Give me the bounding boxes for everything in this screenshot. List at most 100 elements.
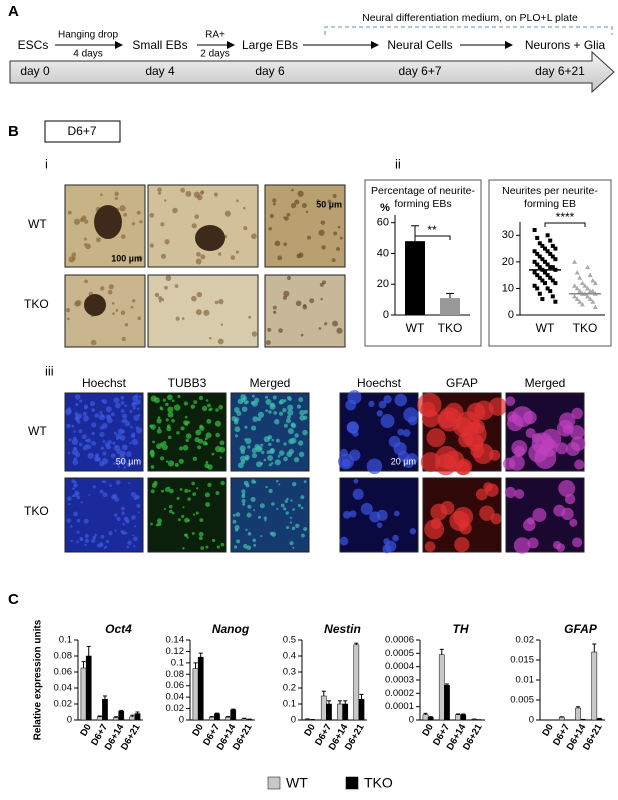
photo-detail: [84, 538, 90, 543]
photo-detail: [292, 546, 295, 549]
photo-detail: [196, 291, 203, 298]
point: [587, 296, 593, 302]
photo-detail: [77, 420, 81, 424]
photo-detail: [287, 409, 294, 416]
photo-detail: [100, 286, 105, 291]
photo-detail: [287, 415, 291, 420]
photo-detail: [250, 400, 255, 405]
photo-detail: [257, 417, 262, 422]
photo-detail: [123, 212, 128, 217]
bar: [438, 654, 445, 721]
point: [585, 285, 591, 291]
photo-detail: [525, 428, 536, 439]
photo-detail: [165, 275, 172, 282]
photo-detail: [177, 518, 181, 522]
photo-detail: [178, 458, 184, 464]
photo-detail: [184, 415, 188, 419]
point: [590, 288, 596, 294]
photo-detail: [74, 394, 81, 400]
photo-detail: [318, 229, 325, 236]
photo-detail: [205, 399, 209, 402]
photo-detail: [131, 222, 136, 226]
photo: [64, 392, 144, 472]
photo-detail: [115, 309, 119, 312]
error-bar: [81, 661, 86, 668]
photo-detail: [207, 464, 213, 470]
photo-detail: [156, 518, 162, 524]
step-label: 2 days: [200, 49, 229, 60]
day: day 0: [20, 64, 50, 78]
photo-detail: [572, 537, 583, 548]
photo-detail: [265, 409, 269, 412]
photo-detail: [74, 480, 77, 484]
photo-detail: [94, 533, 97, 537]
photo-detail: [72, 256, 76, 261]
photo-detail: [126, 462, 131, 467]
bar: [85, 655, 92, 721]
photo-detail: [191, 295, 197, 302]
photo-detail: [81, 434, 87, 440]
photo-detail: [303, 409, 308, 414]
point: [553, 246, 558, 251]
photo-detail: [107, 289, 113, 295]
photo-detail: [201, 405, 208, 412]
photo-detail: [483, 482, 493, 492]
photo-detail: [112, 441, 116, 445]
photo-detail: [80, 501, 83, 504]
photo-detail: [267, 434, 273, 440]
photo-detail: [73, 430, 76, 433]
photo-detail: [114, 191, 119, 197]
photo-detail: [509, 454, 525, 471]
photo-detail: [65, 308, 71, 313]
photo-detail: [195, 429, 202, 436]
photo-detail: [286, 497, 289, 501]
panel-label: B: [8, 123, 19, 140]
photo-detail: [165, 402, 169, 407]
photo-detail: [84, 543, 87, 547]
error-bar: [446, 292, 454, 299]
photo-detail: [230, 255, 236, 260]
point: [592, 304, 598, 310]
photo-detail: [246, 512, 252, 518]
photo-detail: [78, 442, 83, 447]
photo-detail: [196, 251, 201, 257]
photo-detail: [291, 526, 296, 531]
bar: [444, 685, 450, 721]
photo-detail: [154, 397, 160, 404]
point: [574, 269, 580, 275]
photo-detail: [120, 395, 125, 400]
photo-detail: [380, 413, 395, 429]
photo-detail: [378, 400, 387, 409]
photo-detail: [275, 479, 279, 483]
bar: [102, 698, 108, 721]
photo-detail: [84, 279, 88, 284]
photo-detail: [99, 489, 104, 494]
error-bar: [198, 652, 203, 658]
photo-detail: [251, 233, 257, 240]
photo-detail: [167, 435, 172, 440]
photo-detail: [260, 443, 264, 447]
photo-detail: [110, 412, 115, 417]
photo-detail: [283, 442, 287, 446]
error-bar: [354, 642, 359, 645]
photo-detail: [298, 451, 305, 458]
photo-detail: [113, 444, 120, 452]
photo-detail: [125, 519, 130, 524]
photo-detail: [96, 237, 102, 243]
y-tick-label: 0: [67, 715, 72, 726]
photo-detail: [360, 502, 373, 515]
stage: Large EBs: [242, 38, 298, 52]
photo-detail: [122, 532, 125, 536]
photo-detail: [286, 212, 291, 217]
photo-detail: [76, 518, 81, 523]
bar: [96, 716, 103, 721]
photo-detail: [283, 507, 287, 511]
photo-detail: [161, 489, 164, 493]
point: [572, 259, 578, 264]
photo-detail: [113, 431, 117, 435]
photo-detail: [279, 398, 285, 405]
photo-detail: [91, 431, 95, 436]
photo-detail: [215, 432, 220, 438]
photo-detail: [511, 406, 533, 428]
photo-detail: [136, 503, 141, 509]
